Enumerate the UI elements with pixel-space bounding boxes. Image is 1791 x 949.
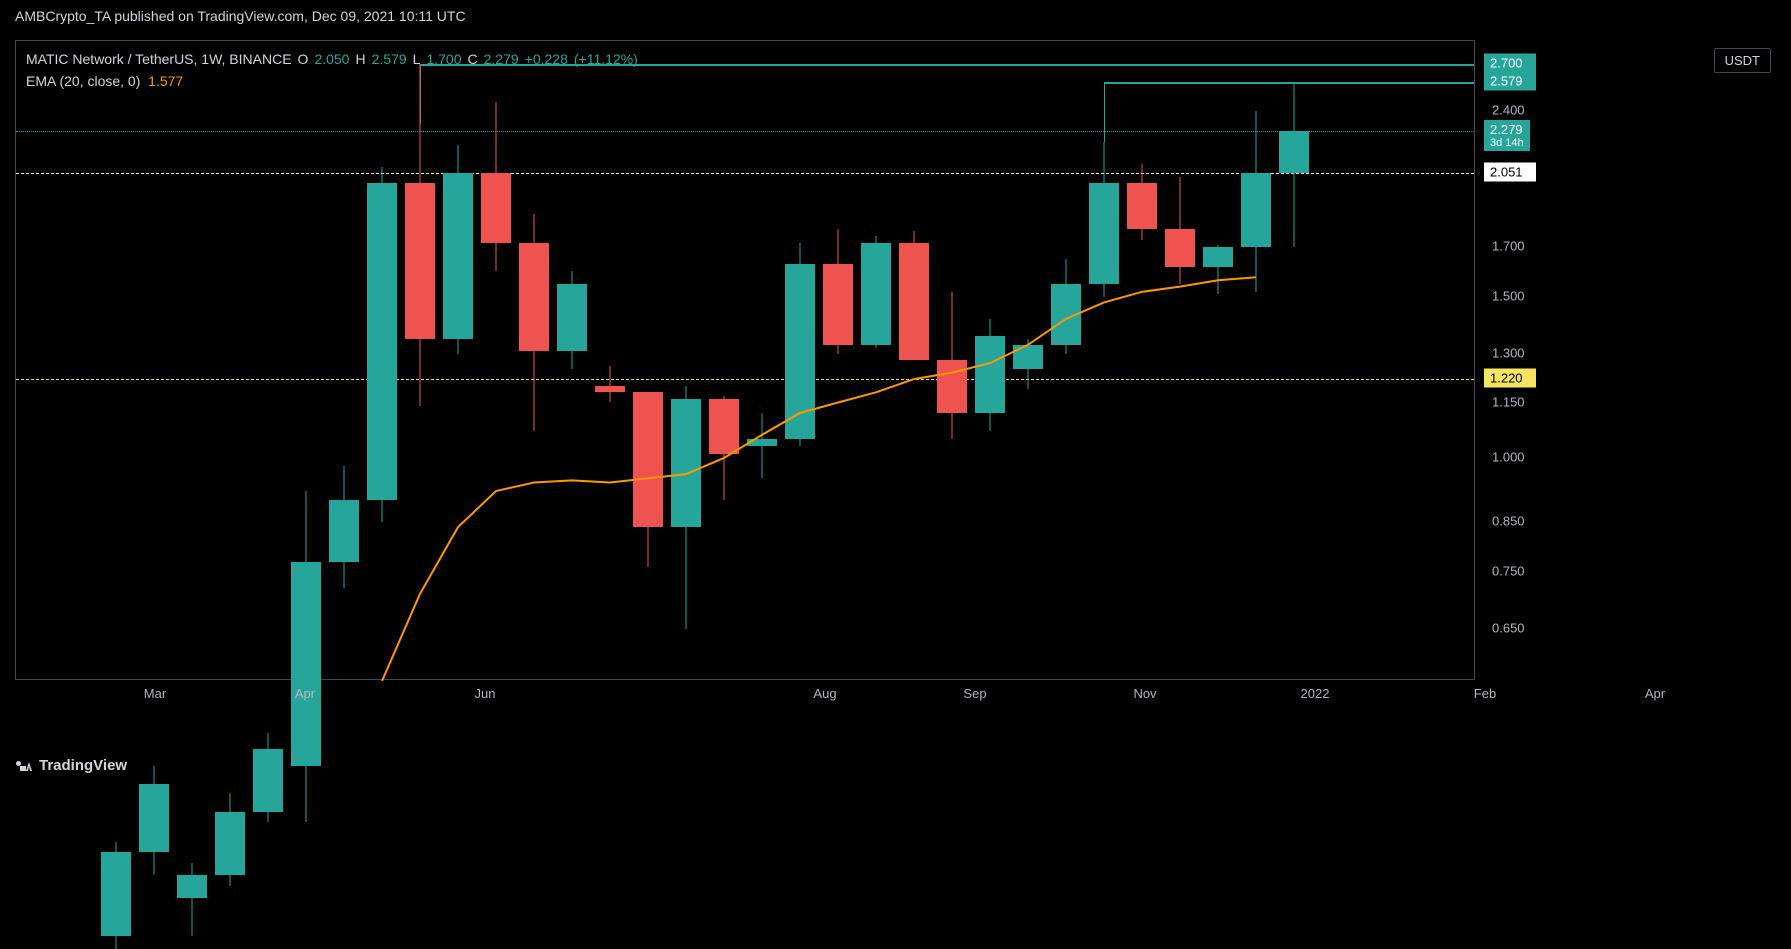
footer-brand-text: TradingView — [39, 757, 127, 774]
candle — [1279, 41, 1309, 681]
candle — [557, 41, 587, 681]
ohlc-h-label: H — [355, 51, 365, 67]
ohlc-c-value: 2.279 — [484, 51, 519, 67]
candle — [861, 41, 891, 681]
x-axis-tick: Jun — [475, 686, 496, 701]
y-axis-price-badge: 1.220 — [1484, 369, 1536, 388]
x-axis-tick: Feb — [1474, 686, 1496, 701]
candle — [443, 41, 473, 681]
candle — [291, 41, 321, 681]
x-axis-tick: Apr — [295, 686, 315, 701]
candle — [1241, 41, 1271, 681]
candle — [1127, 41, 1157, 681]
candle — [1165, 41, 1195, 681]
y-axis-price-badge: 2.051 — [1484, 162, 1536, 181]
quote-currency-badge: USDT — [1714, 48, 1771, 73]
ohlc-l-label: L — [413, 51, 421, 67]
footer-branding: TradingView — [15, 757, 127, 774]
chart-y-axis[interactable]: 2.400 1.700 1.500 1.300 1.150 1.000 0.850 0.750… — [1480, 40, 1560, 680]
chart-x-axis[interactable]: MarAprJunAugSepNov2022FebApr — [15, 682, 1475, 708]
y-axis-price-badge: 2.579 — [1484, 72, 1536, 91]
candle — [633, 41, 663, 681]
candle — [1089, 41, 1119, 681]
y-axis-tick: 0.850 — [1492, 514, 1525, 529]
candle — [367, 41, 397, 681]
ema-label: EMA (20, close, 0) — [26, 73, 140, 89]
x-axis-tick: Aug — [813, 686, 836, 701]
candle — [405, 41, 435, 681]
chart-header-ohlc: MATIC Network / TetherUS, 1W, BINANCE O2… — [26, 51, 638, 67]
chart-plot-area[interactable]: MATIC Network / TetherUS, 1W, BINANCE O2… — [15, 40, 1475, 680]
ohlc-h-value: 2.579 — [372, 51, 407, 67]
candle — [937, 41, 967, 681]
x-axis-tick: Mar — [144, 686, 166, 701]
y-axis-tick: 0.750 — [1492, 564, 1525, 579]
candle — [329, 41, 359, 681]
candle — [1051, 41, 1081, 681]
ema-value: 1.577 — [148, 73, 183, 89]
y-axis-tick: 0.650 — [1492, 620, 1525, 635]
ohlc-c-label: C — [468, 51, 478, 67]
candle — [253, 41, 283, 681]
y-axis-tick: 1.300 — [1492, 345, 1525, 360]
candle — [747, 41, 777, 681]
candle — [1203, 41, 1233, 681]
candle — [671, 41, 701, 681]
x-axis-tick: 2022 — [1301, 686, 1330, 701]
candle — [899, 41, 929, 681]
candle — [481, 41, 511, 681]
symbol-pair: MATIC Network / TetherUS, 1W, BINANCE — [26, 51, 292, 67]
y-axis-tick: 1.500 — [1492, 289, 1525, 304]
y-axis-tick: 1.000 — [1492, 449, 1525, 464]
ohlc-l-value: 1.700 — [426, 51, 461, 67]
x-axis-tick: Apr — [1645, 686, 1665, 701]
candle — [595, 41, 625, 681]
candle — [215, 41, 245, 681]
x-axis-tick: Nov — [1133, 686, 1156, 701]
candle — [709, 41, 739, 681]
ohlc-o-label: O — [298, 51, 309, 67]
candle — [975, 41, 1005, 681]
y-axis-tick: 2.400 — [1492, 102, 1525, 117]
ohlc-change-pct: (+11.12%) — [574, 51, 638, 67]
candle — [785, 41, 815, 681]
candle — [823, 41, 853, 681]
ohlc-o-value: 2.050 — [314, 51, 349, 67]
candle — [519, 41, 549, 681]
candle — [139, 41, 169, 681]
candle — [1013, 41, 1043, 681]
y-axis-price-badge: 2.700 — [1484, 53, 1536, 72]
ohlc-change: +0.228 — [525, 51, 568, 67]
candle — [177, 41, 207, 681]
countdown-text: 3d 14h — [1490, 137, 1524, 149]
tradingview-logo-icon — [15, 760, 33, 772]
y-axis-tick: 1.700 — [1492, 239, 1525, 254]
attribution-text: AMBCrypto_TA published on TradingView.co… — [15, 8, 466, 24]
x-axis-tick: Sep — [963, 686, 986, 701]
y-axis-tick: 1.150 — [1492, 394, 1525, 409]
current-price-badge: 2.2793d 14h — [1484, 120, 1530, 151]
ema-indicator-row: EMA (20, close, 0) 1.577 — [26, 73, 183, 89]
candle — [101, 41, 131, 681]
